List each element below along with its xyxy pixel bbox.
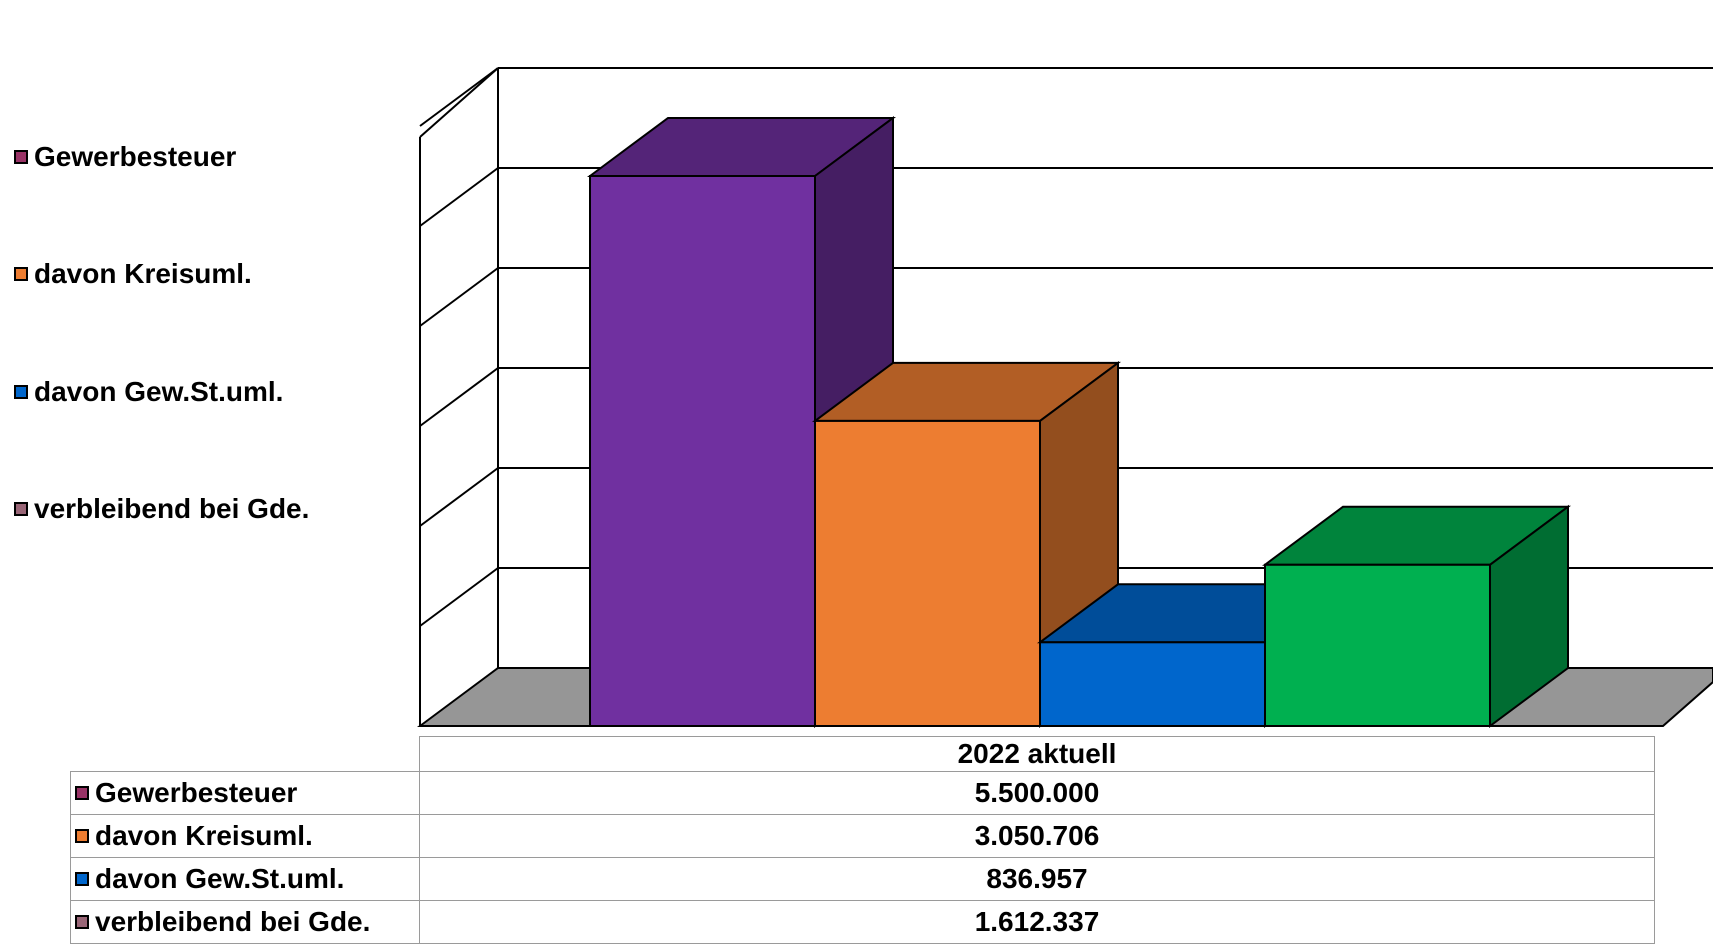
series-name: davon Kreisuml.: [95, 820, 313, 851]
legend-swatch: [14, 267, 28, 281]
side-gridline: [419, 467, 499, 527]
legend-swatch: [14, 150, 28, 164]
data-table-value: 1.612.337: [419, 900, 1655, 944]
series-name: davon Gew.St.uml.: [95, 863, 345, 894]
bars: [586, 116, 1572, 728]
table-row: Gewerbesteuer 5.500.000: [70, 771, 1655, 815]
bar-front-face: [1264, 563, 1491, 727]
data-table: 2022 aktuell Gewerbesteuer 5.500.000 dav…: [70, 736, 1655, 944]
bar-front-face: [1039, 641, 1266, 728]
bar-4: [1261, 504, 1572, 728]
side-gridline: [419, 67, 499, 127]
side-gridline: [419, 167, 499, 227]
data-table-corner: [70, 736, 420, 772]
legend-label: Gewerbesteuer: [34, 141, 237, 172]
legend-label: davon Gew.St.uml.: [34, 376, 284, 407]
series-name: Gewerbesteuer: [95, 777, 298, 808]
legend-swatch: [75, 915, 89, 929]
table-row: davon Gew.St.uml. 836.957: [70, 857, 1655, 901]
data-table-value: 3.050.706: [419, 814, 1655, 858]
legend-label: davon Kreisuml.: [34, 258, 252, 289]
side-gridline: [419, 567, 499, 627]
series-name: verbleibend bei Gde.: [95, 906, 371, 937]
data-table-value: 836.957: [419, 857, 1655, 901]
data-table-header-row: 2022 aktuell: [70, 736, 1655, 772]
legend-label: verbleibend bei Gde.: [34, 493, 310, 524]
data-table-series-label: Gewerbesteuer: [70, 771, 420, 815]
data-table-series-label: davon Gew.St.uml.: [70, 857, 420, 901]
data-table-series-label: verbleibend bei Gde.: [70, 900, 420, 944]
legend-item-gewerbesteuer: Gewerbesteuer: [14, 141, 236, 173]
legend-item-gewstuml: davon Gew.St.uml.: [14, 376, 283, 408]
bar-front-face: [589, 175, 816, 727]
legend-swatch: [75, 872, 89, 886]
side-wall-top-edge: [419, 67, 499, 138]
legend-swatch: [14, 385, 28, 399]
legend-item-verbleibend: verbleibend bei Gde.: [14, 493, 309, 525]
legend-swatch: [75, 829, 89, 843]
side-gridline: [419, 367, 499, 427]
data-table-value: 5.500.000: [419, 771, 1655, 815]
legend-item-kreisuml: davon Kreisuml.: [14, 258, 252, 290]
data-table-category: 2022 aktuell: [419, 736, 1655, 772]
side-gridline: [419, 267, 499, 327]
data-table-series-label: davon Kreisuml.: [70, 814, 420, 858]
legend-swatch: [75, 786, 89, 800]
bar-2: [811, 360, 1122, 728]
bar-front-face: [814, 419, 1041, 727]
table-row: verbleibend bei Gde. 1.612.337: [70, 900, 1655, 944]
table-row: davon Kreisuml. 3.050.706: [70, 814, 1655, 858]
legend-swatch: [14, 502, 28, 516]
